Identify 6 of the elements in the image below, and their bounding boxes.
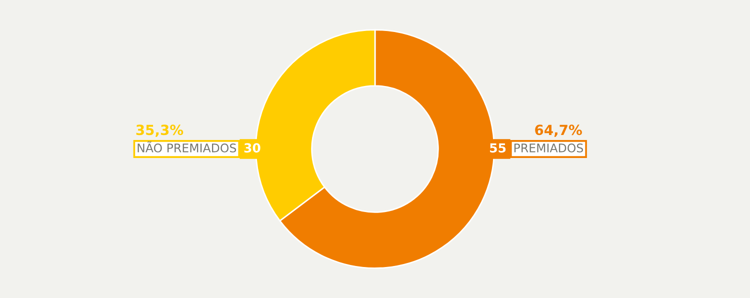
data-label: 30: [244, 143, 260, 153]
legend-label: PREMIADOS: [514, 143, 584, 152]
text: 35,3%: [136, 124, 184, 137]
text: 64,7%: [535, 124, 582, 137]
data-label: 55: [490, 143, 506, 153]
slice-label: NÃO PREMIADOS: [138, 141, 236, 152]
